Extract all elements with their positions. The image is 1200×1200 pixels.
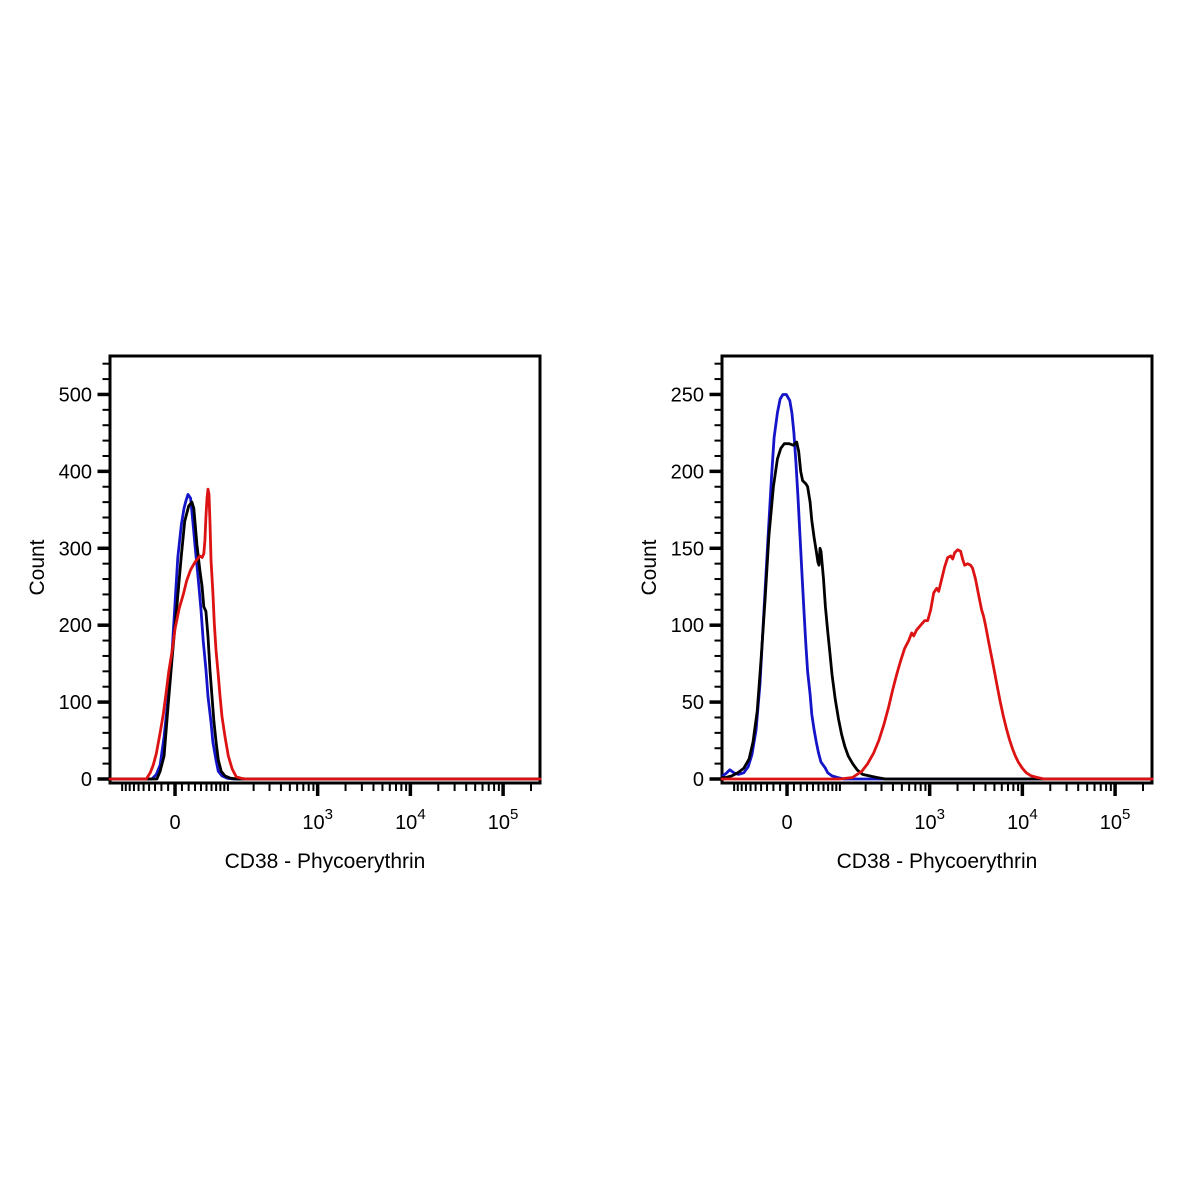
y-tick-label: 0: [693, 769, 704, 791]
y-tick-label: 300: [59, 538, 92, 560]
y-tick-label: 400: [59, 461, 92, 483]
series-black: [108, 500, 542, 781]
x-tick-label: 105: [488, 806, 519, 834]
y-tick-label: 250: [671, 384, 704, 406]
series-red: [108, 487, 542, 781]
x-tick-label: 104: [1007, 806, 1038, 834]
series-black: [720, 440, 1154, 781]
panel-left: 0 100 200 300 400 500 0 103 104 105 CD38 - Phycoer…: [26, 354, 542, 873]
x-tick-label: 103: [302, 806, 333, 834]
y-tick-label: 0: [81, 769, 92, 791]
y-tick-label: 100: [671, 615, 704, 637]
x-tick-label: 0: [781, 812, 792, 834]
x-tick-label: 103: [914, 806, 945, 834]
y-axis-title: Count: [638, 539, 661, 595]
series-blue: [720, 393, 1154, 781]
x-axis-title: CD38 - Phycoerythrin: [225, 850, 426, 873]
plot-box: [108, 354, 542, 785]
x-tick-label: 0: [169, 812, 180, 834]
x-tick-label: 105: [1100, 806, 1131, 834]
y-tick-label: 50: [682, 692, 704, 714]
y-tick-label: 100: [59, 692, 92, 714]
panel-right: 0 50 100 150 200 250 0 103 104 105 CD38 - Phycoery…: [638, 354, 1154, 873]
y-axis-title: Count: [26, 539, 49, 595]
series-red: [720, 548, 1154, 781]
x-tick-label: 104: [395, 806, 426, 834]
y-tick-label: 500: [59, 384, 92, 406]
y-tick-label: 150: [671, 538, 704, 560]
x-axis-title: CD38 - Phycoerythrin: [837, 850, 1038, 873]
y-tick-label: 200: [59, 615, 92, 637]
plot-box: [720, 354, 1154, 785]
y-tick-label: 200: [671, 461, 704, 483]
